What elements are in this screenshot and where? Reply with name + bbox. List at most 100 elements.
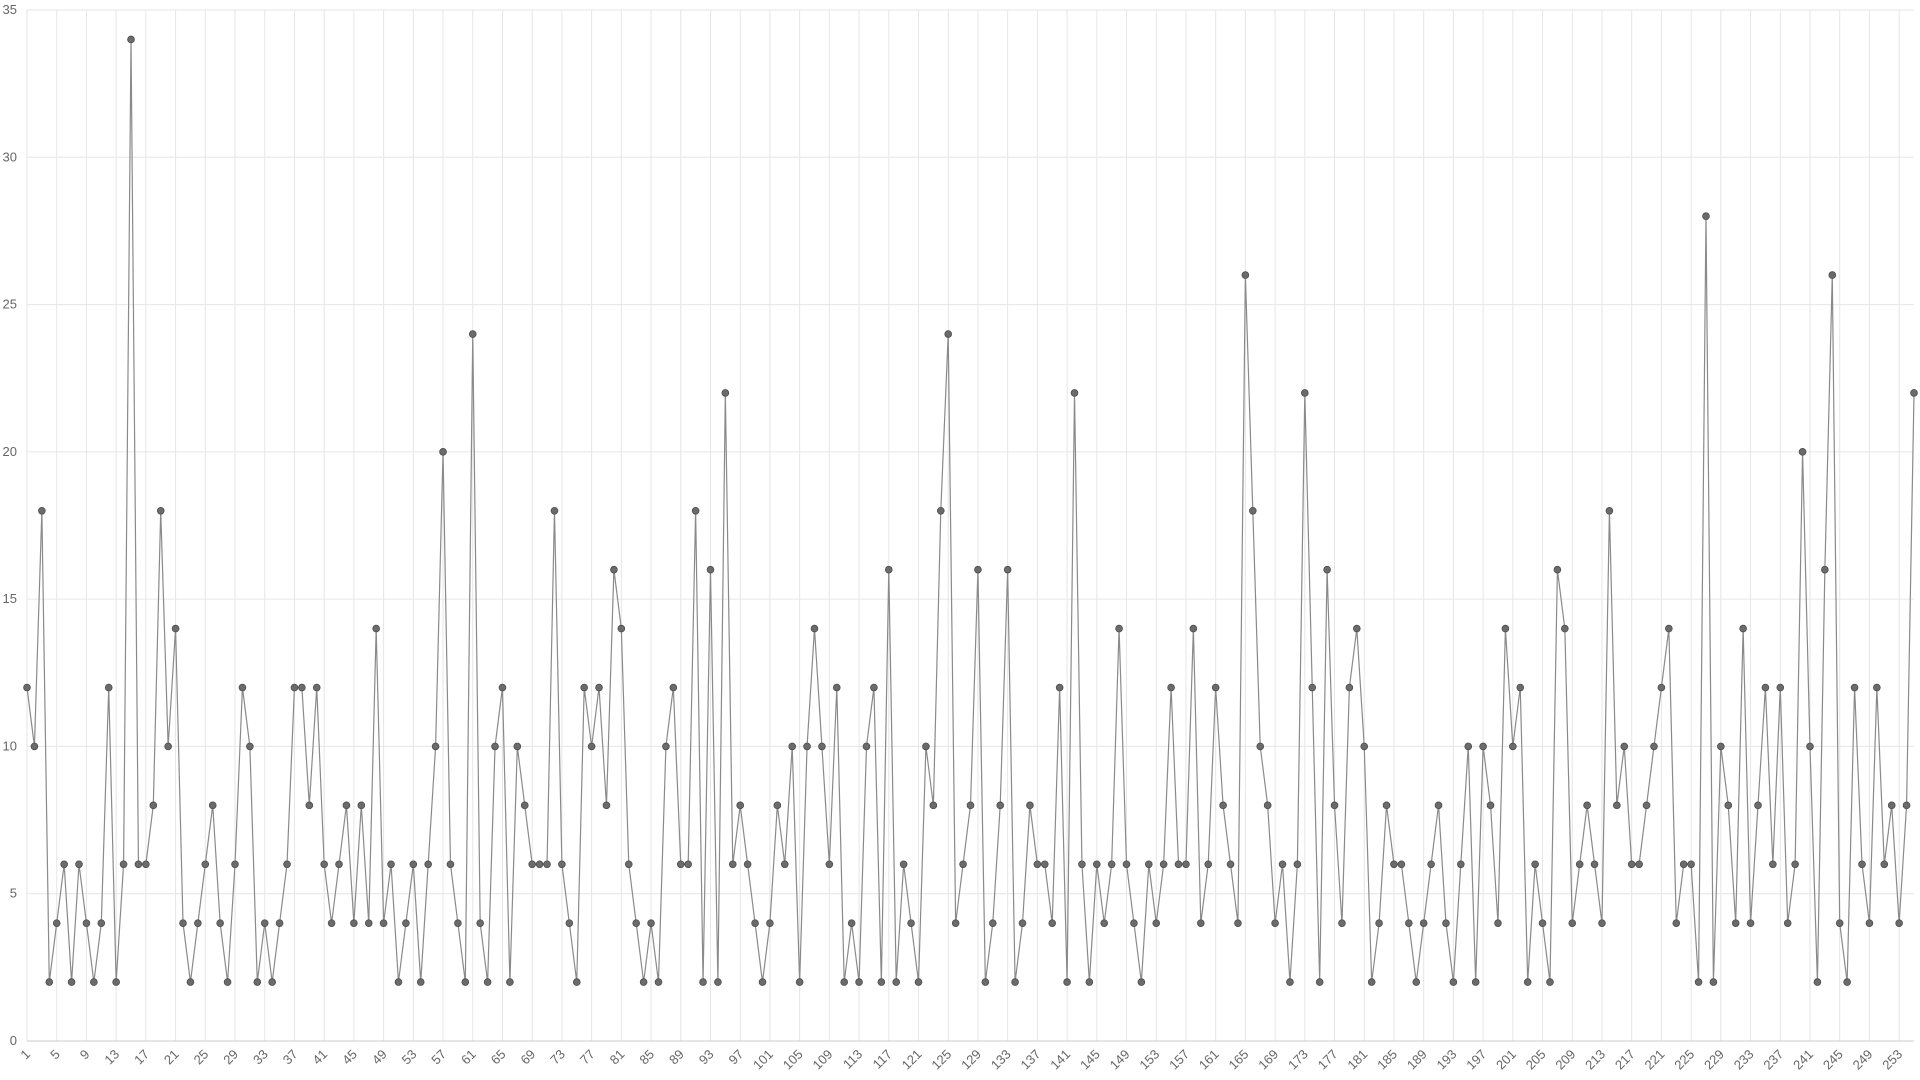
data-point (498, 683, 507, 692)
data-point (1717, 742, 1725, 751)
data-point (780, 860, 789, 869)
data-point (491, 742, 499, 751)
data-point (1783, 919, 1792, 927)
data-point (974, 565, 982, 574)
x-tick-label: 181 (1344, 1047, 1370, 1073)
data-point (1412, 978, 1421, 986)
x-tick-label: 77 (577, 1047, 598, 1068)
x-tick-label: 9 (77, 1047, 93, 1063)
data-point (1776, 683, 1785, 692)
data-point (186, 978, 195, 986)
data-point (1278, 860, 1287, 869)
data-point (1575, 860, 1584, 869)
data-point (1070, 389, 1079, 397)
data-point (654, 978, 663, 986)
data-point (431, 742, 440, 751)
data-point (1100, 919, 1109, 927)
data-point (1865, 919, 1874, 927)
data-point (550, 506, 559, 515)
data-point (1613, 801, 1621, 810)
y-tick-label: 0 (10, 1033, 17, 1048)
data-point (461, 978, 470, 986)
data-point (1085, 978, 1094, 986)
data-point (1360, 742, 1369, 751)
data-point (1382, 801, 1391, 810)
x-tick-label: 33 (250, 1047, 271, 1068)
x-tick-label: 5 (47, 1047, 63, 1063)
x-tick-label: 81 (607, 1047, 628, 1068)
data-point (1011, 978, 1019, 986)
data-point (305, 801, 314, 810)
data-point (736, 801, 744, 810)
data-point (1620, 742, 1629, 751)
data-point (1687, 860, 1695, 869)
data-point (283, 860, 291, 869)
data-point (171, 624, 180, 633)
data-point (610, 565, 618, 574)
data-point (82, 919, 91, 927)
data-point (1055, 683, 1064, 692)
data-point (877, 978, 886, 986)
x-tick-label: 213 (1582, 1047, 1608, 1073)
data-point (75, 860, 83, 869)
data-point (45, 978, 54, 986)
x-tick-label: 157 (1166, 1047, 1192, 1073)
data-point (238, 683, 247, 692)
data-point (721, 389, 730, 397)
data-point (758, 978, 767, 986)
data-point (483, 978, 492, 986)
data-point (1813, 978, 1822, 986)
data-point (194, 919, 202, 927)
data-point (1137, 978, 1146, 986)
data-point (1263, 801, 1272, 810)
data-point (1330, 801, 1339, 810)
data-point (1226, 860, 1235, 869)
data-point (959, 860, 967, 869)
data-point (832, 683, 841, 692)
x-tick-label: 13 (101, 1047, 122, 1068)
data-point (981, 978, 990, 986)
x-tick-label: 149 (1107, 1047, 1133, 1073)
data-point (565, 919, 574, 927)
data-point (60, 860, 68, 869)
data-point (1375, 919, 1383, 927)
data-point (528, 860, 536, 869)
data-point (1679, 860, 1688, 869)
data-point (1650, 742, 1658, 751)
data-point (1835, 919, 1844, 927)
data-point (1018, 919, 1027, 927)
data-point (676, 860, 685, 869)
data-point (855, 978, 863, 986)
data-point (179, 919, 187, 927)
x-tick-label: 65 (488, 1047, 509, 1068)
data-point (1583, 801, 1591, 810)
data-point (647, 919, 655, 927)
x-tick-label: 121 (899, 1047, 925, 1073)
data-point (112, 978, 120, 986)
data-point (1189, 624, 1198, 633)
x-tick-label: 249 (1850, 1047, 1876, 1073)
data-point (1093, 860, 1101, 869)
data-point (23, 683, 31, 692)
data-point (520, 801, 529, 810)
data-point (1293, 860, 1302, 869)
data-point (1449, 978, 1458, 986)
data-point (1219, 801, 1227, 810)
data-point (290, 683, 299, 692)
data-point (1271, 919, 1279, 927)
data-point (1397, 860, 1406, 869)
y-tick-label: 15 (3, 591, 17, 606)
data-point (223, 978, 232, 986)
data-point (1553, 565, 1562, 574)
data-point (134, 860, 143, 869)
data-point (468, 330, 477, 338)
data-point (1694, 978, 1703, 986)
data-point (892, 978, 901, 986)
data-point (1858, 860, 1866, 869)
data-point (1769, 860, 1777, 869)
x-tick-label: 161 (1196, 1047, 1222, 1073)
x-tick-label: 29 (220, 1047, 241, 1068)
data-point (1315, 978, 1324, 986)
y-tick-label: 35 (3, 2, 17, 17)
data-point (1538, 919, 1547, 927)
